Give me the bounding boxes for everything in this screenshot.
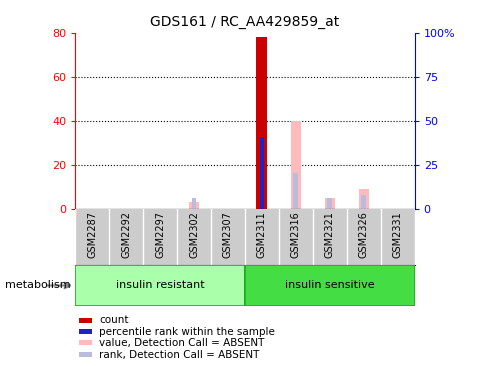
Bar (78, 352, 92, 357)
Bar (293, 173, 298, 209)
Text: GSM2287: GSM2287 (87, 212, 97, 258)
Text: insulin resistant: insulin resistant (116, 280, 204, 291)
Bar (78, 318, 92, 323)
Text: GSM2297: GSM2297 (155, 212, 165, 258)
Bar (191, 198, 196, 209)
Bar (324, 198, 334, 209)
Text: percentile rank within the sample: percentile rank within the sample (99, 326, 274, 337)
Text: value, Detection Call = ABSENT: value, Detection Call = ABSENT (99, 338, 264, 348)
Text: GSM2302: GSM2302 (189, 212, 198, 258)
Bar (75, 265, 244, 306)
Text: GSM2326: GSM2326 (358, 212, 368, 258)
Bar (290, 121, 300, 209)
Bar (327, 198, 332, 209)
Text: GSM2311: GSM2311 (257, 212, 266, 258)
Bar (361, 195, 365, 209)
Bar (256, 37, 267, 209)
Bar (259, 137, 263, 209)
Bar (78, 329, 92, 334)
Text: count: count (99, 315, 128, 325)
Text: GSM2307: GSM2307 (223, 212, 232, 258)
Text: GSM2316: GSM2316 (290, 212, 300, 258)
Text: metabolism: metabolism (5, 280, 70, 291)
Text: GSM2321: GSM2321 (324, 212, 334, 258)
Title: GDS161 / RC_AA429859_at: GDS161 / RC_AA429859_at (150, 15, 339, 29)
Bar (244, 265, 414, 306)
Text: insulin sensitive: insulin sensitive (285, 280, 374, 291)
Bar (78, 340, 92, 346)
Bar (189, 202, 198, 209)
Text: rank, Detection Call = ABSENT: rank, Detection Call = ABSENT (99, 350, 259, 360)
Bar (358, 189, 368, 209)
Text: GSM2331: GSM2331 (392, 212, 402, 258)
Text: GSM2292: GSM2292 (121, 212, 131, 258)
